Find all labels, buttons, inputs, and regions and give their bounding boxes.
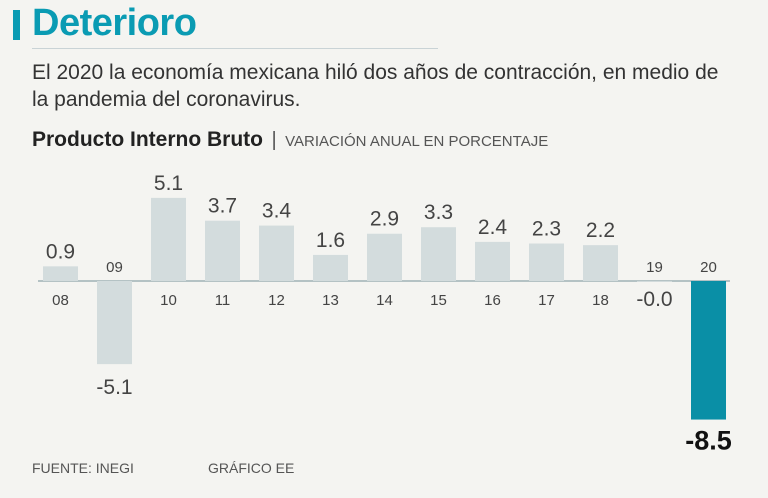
- category-label-20: 20: [700, 259, 717, 276]
- chart-unit-label: VARIACIÓN ANUAL EN PORCENTAJE: [285, 133, 549, 150]
- value-label-19: -0.0: [636, 288, 672, 311]
- subtitle: El 2020 la economía mexicana hiló dos añ…: [32, 61, 719, 111]
- category-label-16: 16: [484, 292, 501, 309]
- bar-11: [205, 220, 240, 281]
- footer-source: FUENTE: INEGI: [32, 460, 134, 476]
- category-label-17: 17: [538, 292, 555, 309]
- chart-title-separator: |: [271, 129, 277, 151]
- value-label-18: 2.2: [586, 219, 615, 242]
- category-label-09: 09: [106, 259, 123, 276]
- bar-15: [421, 227, 456, 281]
- footer-credit: GRÁFICO EE: [208, 460, 295, 476]
- value-label-16: 2.4: [478, 216, 508, 239]
- bar-09: [97, 281, 132, 365]
- headline-rule: [32, 48, 438, 49]
- category-label-08: 08: [52, 292, 69, 309]
- category-label-15: 15: [430, 292, 447, 309]
- headline-accent-bar: [13, 10, 20, 40]
- category-label-13: 13: [322, 292, 339, 309]
- bar-10: [151, 197, 186, 281]
- bar-20: [691, 281, 726, 420]
- value-label-14: 2.9: [370, 208, 399, 231]
- value-label-09: -5.1: [96, 376, 132, 399]
- category-label-18: 18: [592, 292, 609, 309]
- bar-18: [583, 245, 618, 281]
- gdp-bar-chart: 08 0.9 09 -5.1 10 5.1 11 3.7 12 3.4 13 1.6 14 2.9 15 3.…: [38, 172, 732, 456]
- chart-title: Producto Interno Bruto: [32, 128, 263, 151]
- value-label-15: 3.3: [424, 201, 453, 224]
- bar-08: [43, 266, 78, 281]
- value-label-11: 3.7: [208, 195, 237, 218]
- category-label-19: 19: [646, 259, 663, 276]
- bar-12: [259, 225, 294, 281]
- value-label-10: 5.1: [154, 172, 183, 195]
- chart-heading: Producto Interno Bruto | VARIACIÓN ANUAL…: [32, 128, 548, 152]
- category-label-14: 14: [376, 292, 393, 309]
- bar-16: [475, 241, 510, 281]
- value-label-13: 1.6: [316, 229, 345, 252]
- bar-17: [529, 243, 564, 281]
- category-label-10: 10: [160, 292, 177, 309]
- category-label-12: 12: [268, 292, 285, 309]
- value-label-17: 2.3: [532, 218, 561, 241]
- headline: Deterioro: [32, 2, 197, 44]
- value-label-20: -8.5: [685, 426, 732, 456]
- category-label-11: 11: [215, 292, 231, 309]
- bar-19: [637, 281, 672, 282]
- value-label-08: 0.9: [46, 240, 75, 263]
- bar-13: [313, 254, 348, 281]
- value-label-12: 3.4: [262, 200, 292, 223]
- bar-14: [367, 233, 402, 281]
